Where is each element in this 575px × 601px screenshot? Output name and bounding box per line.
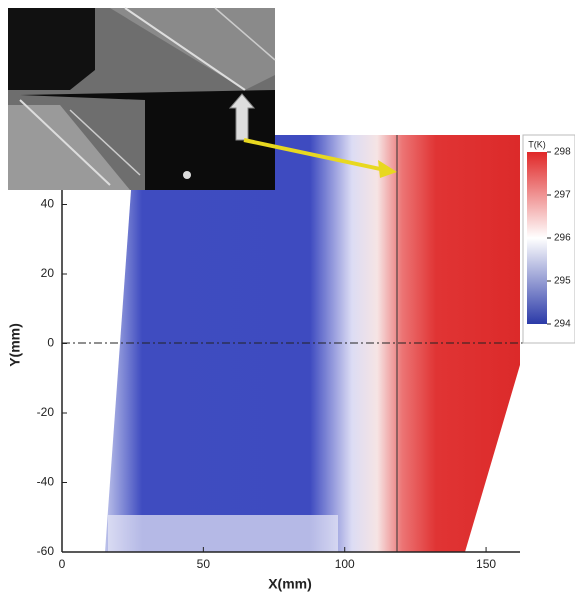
x-tick-label: 100 xyxy=(335,557,355,571)
y-tick-label: -20 xyxy=(37,405,55,419)
field-edge xyxy=(108,515,338,552)
x-tick-label: 50 xyxy=(197,557,211,571)
y-axis-title: Y(mm) xyxy=(7,323,23,367)
x-tick-label: 0 xyxy=(59,557,66,571)
y-tick-label: 0 xyxy=(47,336,54,350)
colorbar-tick-label: 298 xyxy=(554,147,571,158)
y-tick-label: -40 xyxy=(37,475,55,489)
x-axis-title: X(mm) xyxy=(268,576,312,592)
temperature-field xyxy=(105,135,520,552)
x-tick-label: 150 xyxy=(476,557,496,571)
colorbar-tick-label: 295 xyxy=(554,276,571,287)
y-tick-label: 20 xyxy=(41,266,55,280)
colorbar-tick-label: 297 xyxy=(554,190,571,201)
y-tick-label: 40 xyxy=(41,197,55,211)
colorbar-tick-label: 296 xyxy=(554,233,571,244)
colorbar xyxy=(527,152,547,324)
colorbar-label: T(K) xyxy=(528,139,546,149)
y-tick-label: -60 xyxy=(37,544,55,558)
colorbar-tick-label: 294 xyxy=(554,319,571,330)
inset-photo xyxy=(8,7,397,190)
